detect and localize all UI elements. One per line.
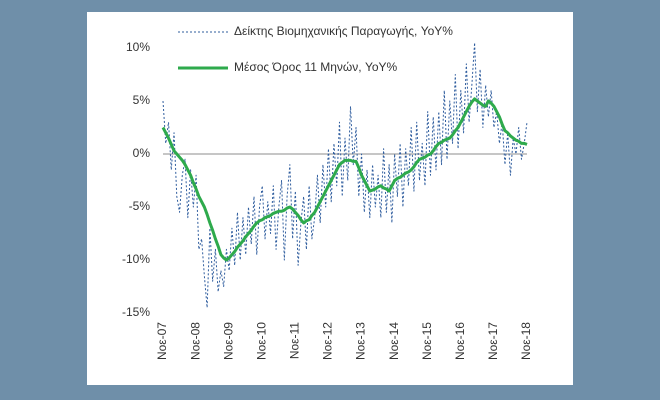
y-tick-label: 0%	[133, 146, 151, 160]
x-tick-label: Νοε-18	[519, 322, 533, 360]
y-tick-label: -5%	[129, 199, 151, 213]
series-line	[162, 42, 528, 309]
x-tick-label: Νοε-08	[188, 322, 202, 360]
x-tick-label: Νοε-09	[221, 322, 235, 360]
x-tick-label: Νοε-13	[354, 322, 368, 360]
x-tick-label: Νοε-07	[155, 322, 169, 360]
x-tick-label: Νοε-14	[387, 322, 401, 360]
series-line	[161, 97, 528, 262]
x-tick-label: Νοε-10	[254, 322, 268, 360]
y-tick-label: 10%	[126, 40, 150, 54]
legend-label: Μέσος Όρος 11 Μηνών, YoY%	[234, 60, 398, 74]
x-tick-label: Νοε-12	[321, 322, 335, 360]
y-tick-label: 5%	[133, 93, 151, 107]
x-tick-label: Νοε-16	[453, 322, 467, 360]
x-tick-label: Νοε-15	[420, 322, 434, 360]
x-tick-label: Νοε-11	[288, 322, 302, 359]
y-tick-label: -10%	[122, 252, 150, 266]
y-tick-label: -15%	[122, 305, 150, 319]
legend-label: Δείκτης Βιομηχανικής Παραγωγής, YoY%	[234, 24, 453, 38]
x-tick-label: Νοε-17	[486, 322, 500, 360]
chart-card	[87, 12, 573, 385]
